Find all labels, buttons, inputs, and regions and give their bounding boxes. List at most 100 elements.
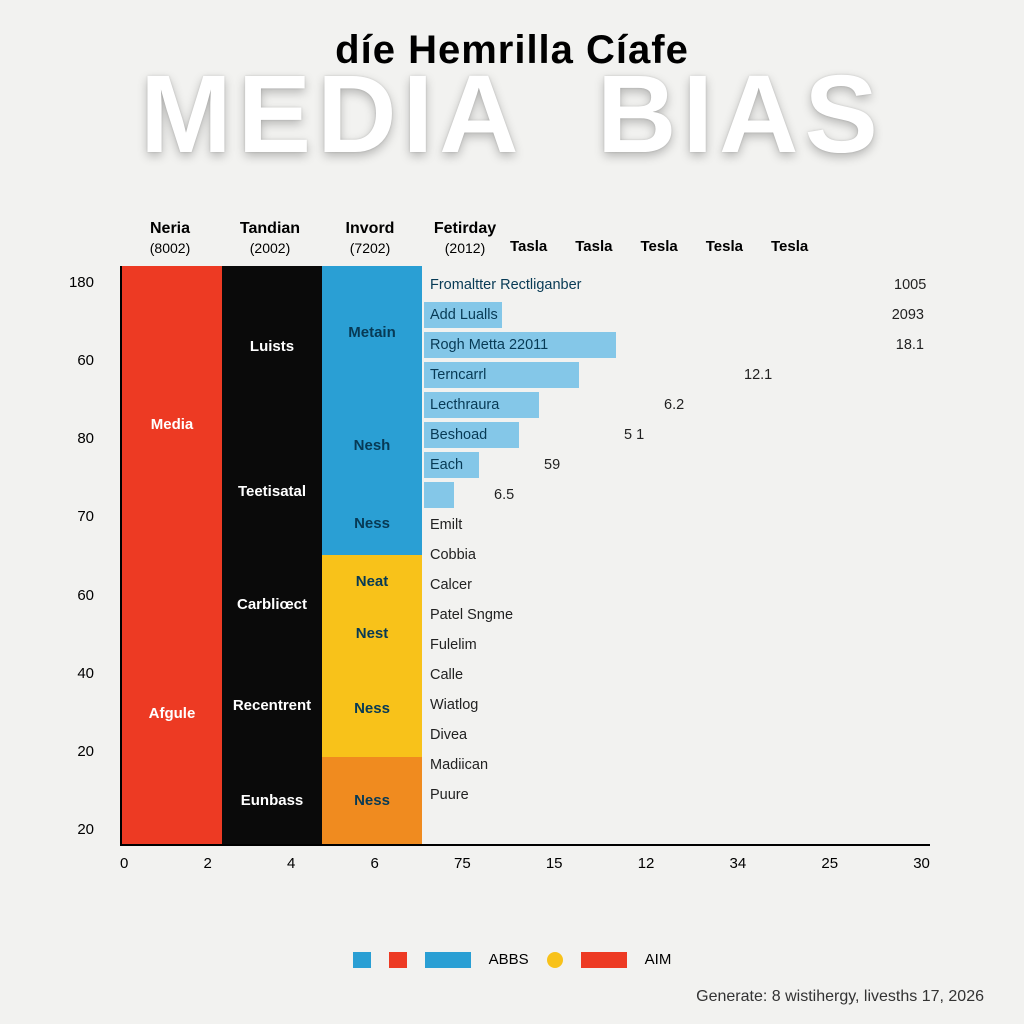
bar-row: Fromaltter Rectliganber 1005 [424, 270, 924, 300]
column-header: Tandian(2002) [220, 220, 320, 256]
bar-row: 6.5 [424, 480, 924, 510]
stack-cell: Nest [322, 607, 422, 659]
bar-label: Madiican [430, 757, 488, 773]
stack-cell: Metain [322, 266, 422, 399]
stack-cell: Teetisatal [222, 428, 322, 555]
stack-cell: Carbliœct [222, 555, 322, 653]
stack-cell: Neat [322, 555, 422, 607]
y-tick: 20 [60, 743, 94, 760]
page-title: MEDIA BIAS [0, 65, 1024, 164]
bar-row: Beshoad 5 1 [424, 420, 924, 450]
column-header: Fetirday(2012) [420, 220, 510, 256]
y-tick: 70 [60, 508, 94, 525]
x-tick: 15 [546, 855, 563, 872]
y-tick: 60 [60, 352, 94, 369]
stack-cell: Afgule [122, 584, 222, 844]
bar-row: Calle [424, 660, 924, 690]
bar-label: Cobbia [430, 547, 476, 563]
y-tick: 60 [60, 587, 94, 604]
bar-label: Calcer [430, 577, 472, 593]
x-tick: 0 [120, 855, 128, 872]
stack-col-1: MediaAfgule [122, 266, 222, 844]
legend-swatch [581, 952, 627, 968]
bar-value: 1005 [894, 277, 926, 293]
legend-swatch [353, 952, 371, 968]
bar-label: Beshoad [430, 427, 487, 443]
x-tick: 75 [454, 855, 471, 872]
bar-label: Rogh Metta 22011 [430, 337, 548, 353]
bar [424, 482, 454, 508]
x-tick: 4 [287, 855, 295, 872]
bar-row: Madiican [424, 750, 924, 780]
bar-row: Puure [424, 780, 924, 810]
bar-value: 12.1 [744, 367, 772, 383]
legend-swatch [547, 952, 563, 968]
bar-value: 18.1 [896, 337, 924, 353]
x-axis: 0 2 4 6 75 15 12 34 25 30 [120, 855, 930, 872]
bar-label: Each [430, 457, 463, 473]
x-tick: 12 [638, 855, 655, 872]
bar-label: Wiatlog [430, 697, 478, 713]
bar-row: Add Lualls 2093 [424, 300, 924, 330]
column-header: Neria(8002) [120, 220, 220, 256]
bar-row: Divea [424, 720, 924, 750]
bar-value: 6.5 [494, 487, 514, 503]
x-tick: 25 [821, 855, 838, 872]
bar-row: Calcer [424, 570, 924, 600]
legend-label: AIM [645, 951, 672, 968]
chart: Neria(8002)Tandian(2002)Invord(7202)Feti… [100, 220, 930, 846]
legend: ABBS AIM [0, 951, 1024, 968]
bar-row: Each 59 [424, 450, 924, 480]
legend-label: ABBS [489, 951, 529, 968]
column-header: Invord(7202) [320, 220, 420, 256]
x-tick: 30 [913, 855, 930, 872]
x-tick: 6 [371, 855, 379, 872]
stack-cell: Recentrent [222, 653, 322, 757]
stack-col-3: MetainNeshNessNeatNestNessNess [322, 266, 422, 844]
bar-label: Add Lualls [430, 307, 498, 323]
bar-label: Patel Sngme [430, 607, 513, 623]
bar-row: Wiatlog [424, 690, 924, 720]
x-tick: 2 [204, 855, 212, 872]
bar-value: 5 1 [624, 427, 644, 443]
stack-cell: Ness [322, 757, 422, 844]
plot-area: MediaAfgule LuistsTeetisatalCarbliœctRec… [120, 266, 930, 846]
legend-swatch [389, 952, 407, 968]
bar-label: Emilt [430, 517, 462, 533]
bar-row: Cobbia [424, 540, 924, 570]
column-headers: Neria(8002)Tandian(2002)Invord(7202)Feti… [100, 220, 930, 256]
stack-cell: Ness [322, 491, 422, 555]
bar-label: Divea [430, 727, 467, 743]
y-tick: 80 [60, 430, 94, 447]
bar-rows: Fromaltter Rectliganber 1005 Add Lualls 209… [424, 270, 924, 810]
y-tick: 20 [60, 821, 94, 838]
y-tick: 180 [60, 274, 94, 291]
bar-row: Rogh Metta 22011 18.1 [424, 330, 924, 360]
y-tick: 40 [60, 665, 94, 682]
bar-row: Patel Sngme [424, 600, 924, 630]
bar-value: 6.2 [664, 397, 684, 413]
bar-row: Emilt [424, 510, 924, 540]
bar-value: 59 [544, 457, 560, 473]
x-tick: 34 [730, 855, 747, 872]
stack-cell: Media [122, 266, 222, 584]
bar-label: Fromaltter Rectliganber [430, 277, 582, 293]
bar-label: Puure [430, 787, 469, 803]
stack-cell: Eunbass [222, 757, 322, 844]
legend-swatch [425, 952, 471, 968]
bar-row: Lecthraura 6.2 [424, 390, 924, 420]
bar-label: Fulelim [430, 637, 477, 653]
bar-value: 2093 [892, 307, 924, 323]
stack-cell: Ness [322, 659, 422, 757]
y-axis: 180 60 80 70 60 40 20 20 [60, 266, 100, 846]
bar-label: Terncarrl [430, 367, 486, 383]
trailing-headers: TaslaTaslaTeslaTeslaTesla [510, 220, 808, 256]
stack-col-2: LuistsTeetisatalCarbliœctRecentrentEunba… [222, 266, 322, 844]
bar-label: Calle [430, 667, 463, 683]
bar-label: Lecthraura [430, 397, 499, 413]
stack-cell: Nesh [322, 399, 422, 491]
bar-row: Fulelim [424, 630, 924, 660]
stack-cell: Luists [222, 266, 322, 428]
bar-row: Terncarrl 12.1 [424, 360, 924, 390]
footer-text: Generate: 8 wistihergy, livesths 17, 202… [696, 988, 984, 1006]
